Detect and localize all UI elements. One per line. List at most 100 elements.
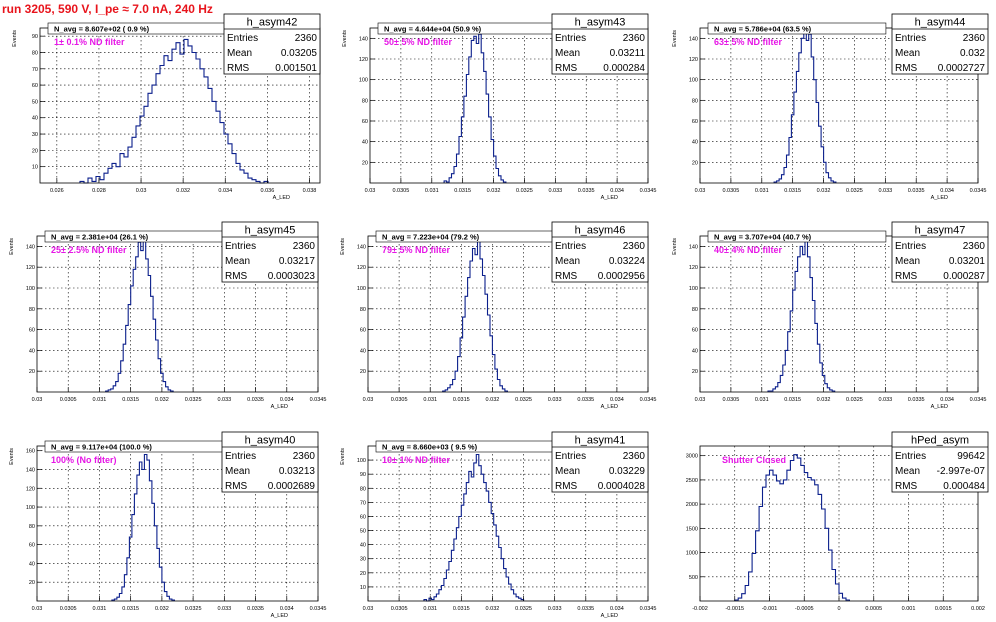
y-tick-label: 80 [692, 307, 698, 313]
x-tick-label: 0.0315 [122, 606, 139, 612]
y-tick-label: 80 [360, 486, 366, 492]
filter-label: 100% (No filter) [51, 455, 117, 465]
stats-box [891, 13, 989, 75]
histogram-name: h_asym44 [915, 17, 966, 29]
x-tick-label: 0.034 [610, 606, 624, 612]
x-axis-label: A_LED [271, 404, 288, 410]
stats-value: 0.03224 [609, 256, 646, 267]
y-tick-label: 60 [29, 543, 35, 549]
y-tick-label: 120 [359, 57, 368, 63]
stats-label: Mean [225, 466, 250, 477]
stats-label: RMS [227, 63, 250, 74]
histogram-line-h_asym47 [767, 239, 836, 392]
x-tick-label: 0.0315 [454, 188, 471, 194]
x-tick-label: 0.032 [486, 397, 500, 403]
x-tick-label: 0.033 [878, 397, 892, 403]
x-axis-label: A_LED [601, 613, 618, 619]
histogram-panel-h_asym47: 0.03 0.0305 0.031 0.0315 0.032 0.0325 0.033 0.0… [672, 221, 989, 410]
histogram-panel-h_asym43: 0.03 0.0305 0.031 0.0315 0.032 0.0325 0.033 0.0… [342, 13, 656, 201]
stats-value: 2360 [623, 241, 646, 252]
x-tick-label: 0.034 [940, 188, 954, 194]
x-axis-label: A_LED [601, 195, 618, 201]
stats-label: RMS [555, 63, 578, 74]
stats-label: RMS [895, 481, 918, 492]
stats-box [551, 13, 649, 75]
x-tick-label: 0.0015 [935, 606, 952, 612]
y-tick-label: 140 [26, 244, 35, 250]
x-tick-label: 0.002 [971, 606, 985, 612]
histogram-name: hPed_asym [911, 435, 969, 447]
y-tick-label: 70 [360, 500, 366, 506]
y-tick-label: 100 [359, 78, 368, 84]
x-tick-label: -0.001 [762, 606, 778, 612]
filter-label: 40± 4% ND filter [714, 245, 782, 255]
x-tick-label: 0.0305 [391, 606, 408, 612]
x-tick-label: 0.0345 [310, 606, 327, 612]
x-tick-label: 0.0345 [970, 397, 987, 403]
x-axis-label: A_LED [273, 195, 290, 201]
stats-label: Entries [555, 33, 586, 44]
x-tick-label: 0.033 [217, 397, 231, 403]
filter-label: 25± 2.5% ND filter [51, 245, 127, 255]
x-tick-label: 0.0315 [122, 397, 139, 403]
x-tick-label: 0.0325 [515, 397, 532, 403]
navg-text: N_avg = 4.644e+04 (50.9 %) [384, 25, 482, 34]
x-axis-label: A_LED [271, 613, 288, 619]
stats-box [891, 431, 989, 493]
x-tick-label: 0.032 [155, 606, 169, 612]
histogram-panel-h_asym44: 0.03 0.0305 0.031 0.0315 0.032 0.0325 0.033 0.0… [672, 13, 989, 201]
y-tick-label: 80 [32, 50, 38, 56]
histogram-line-h_asym40 [111, 453, 175, 601]
stats-value: 0.000484 [943, 481, 985, 492]
histogram-line-hPed_asym [734, 454, 850, 601]
histogram-panel-h_asym42: 0.026 0.028 0.03 0.032 0.034 0.036 0.038 10 20 30… [12, 13, 321, 201]
y-tick-label: 90 [32, 34, 38, 40]
stats-label: Entries [895, 241, 926, 252]
x-tick-label: 0.032 [817, 397, 831, 403]
filter-label: 63± 5% ND filter [714, 37, 782, 47]
histogram-name: h_asym40 [245, 435, 296, 447]
histogram-panel-h_asym45: 0.03 0.0305 0.031 0.0315 0.032 0.0325 0.033 0.0… [9, 221, 326, 410]
navg-text: N_avg = 2.381e+04 (26.1 %) [51, 233, 149, 242]
x-tick-label: 0.03 [32, 606, 43, 612]
y-tick-label: 140 [689, 36, 698, 42]
x-tick-label: 0.031 [93, 397, 107, 403]
x-tick-label: 0.033 [878, 188, 892, 194]
y-tick-label: 120 [26, 486, 35, 492]
y-tick-label: 120 [357, 265, 366, 271]
navg-box [707, 22, 887, 35]
x-tick-label: 0.0305 [392, 188, 409, 194]
y-tick-label: 140 [26, 467, 35, 473]
x-tick-label: 0.034 [940, 397, 954, 403]
histogram-panel-h_asym46: 0.03 0.0305 0.031 0.0315 0.032 0.0325 0.033 0.0… [340, 221, 656, 410]
y-tick-label: 60 [29, 328, 35, 334]
x-tick-label: 0.032 [176, 188, 190, 194]
y-axis-label: Events [12, 30, 18, 47]
x-tick-label: 0.0305 [391, 397, 408, 403]
x-tick-label: 0.031 [755, 397, 769, 403]
histogram-line-h_asym44 [773, 31, 837, 183]
y-axis-label: Events [340, 448, 346, 465]
x-tick-label: 0.0315 [453, 606, 470, 612]
x-tick-label: 0.0315 [784, 188, 801, 194]
y-tick-label: 2000 [686, 502, 698, 508]
y-tick-label: 40 [692, 348, 698, 354]
stats-box [551, 431, 649, 493]
x-tick-label: 0.03 [365, 188, 376, 194]
stats-label: Entries [227, 33, 258, 44]
y-axis-label: Events [672, 238, 678, 255]
stats-value: 0.03213 [279, 466, 316, 477]
y-tick-label: 40 [360, 348, 366, 354]
histogram-panel-h_asym40: 0.03 0.0305 0.031 0.0315 0.032 0.0325 0.033 0.0… [9, 431, 327, 619]
y-tick-label: 80 [29, 307, 35, 313]
y-tick-label: 10 [32, 165, 38, 171]
y-tick-label: 50 [360, 529, 366, 535]
y-tick-label: 60 [692, 119, 698, 125]
stats-value: 0.0002689 [268, 481, 316, 492]
y-tick-label: 20 [360, 571, 366, 577]
histogram-name: h_asym41 [575, 435, 626, 447]
stats-label: RMS [895, 271, 918, 282]
x-tick-label: 0.031 [93, 606, 107, 612]
stats-label: Mean [555, 466, 580, 477]
y-tick-label: 120 [689, 265, 698, 271]
